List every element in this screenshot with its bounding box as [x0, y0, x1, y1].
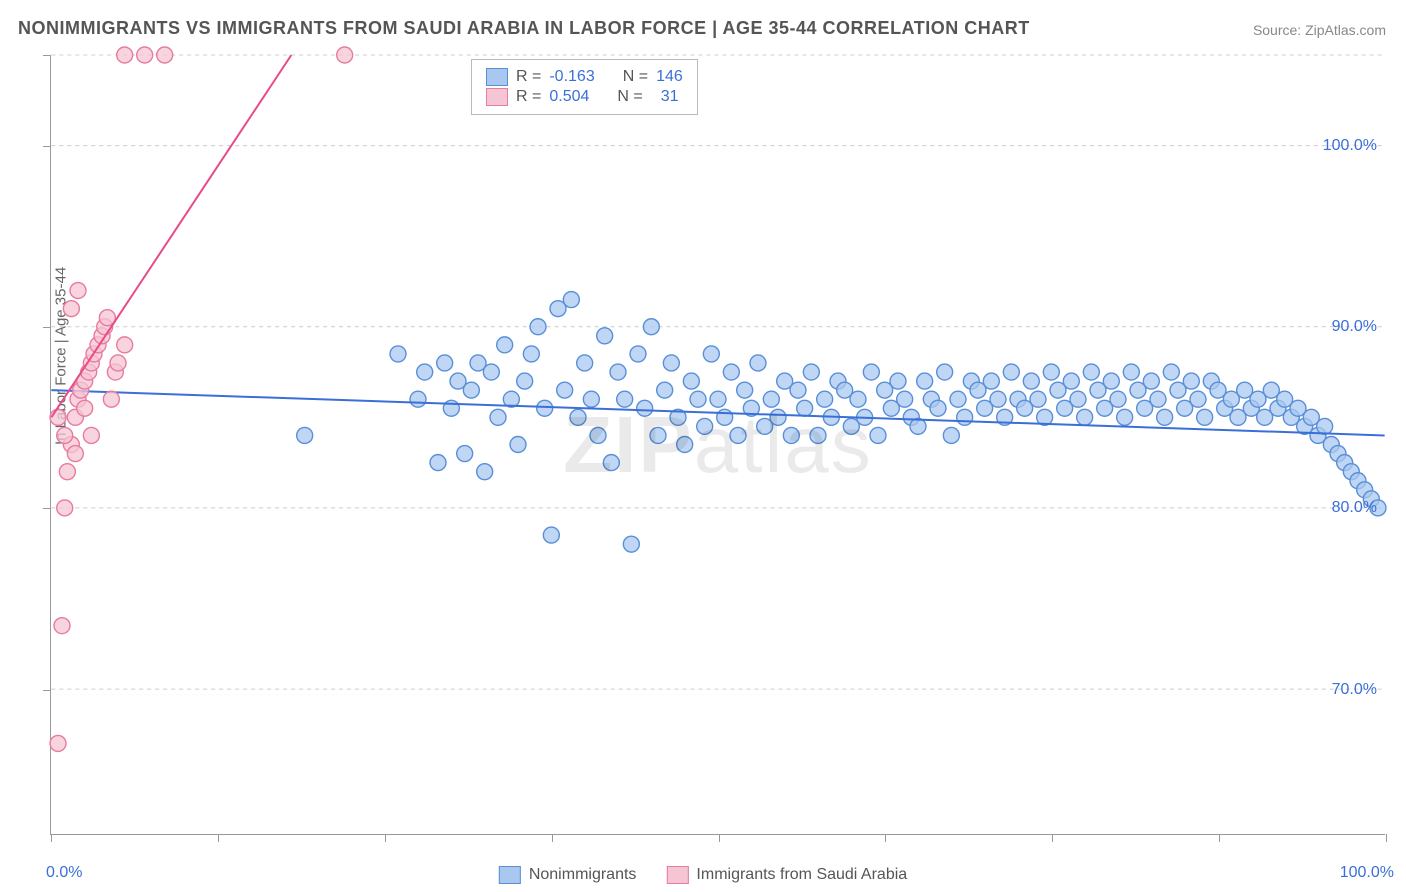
n-label: N =: [623, 68, 648, 86]
stats-row-1: R = -0.163 N = 146: [486, 68, 683, 86]
n-value-2: 31: [651, 88, 679, 106]
stats-legend: R = -0.163 N = 146 R = 0.504 N = 31: [471, 59, 698, 115]
r-label: R =: [516, 68, 541, 86]
legend-swatch-pink: [666, 866, 688, 884]
legend-item-2: Immigrants from Saudi Arabia: [666, 866, 907, 884]
legend-label-2: Immigrants from Saudi Arabia: [696, 866, 907, 884]
y-tick-label: 90.0%: [1332, 318, 1377, 336]
x-tick-100: 100.0%: [1340, 864, 1394, 882]
n-label: N =: [617, 88, 642, 106]
y-tick-label: 100.0%: [1323, 137, 1377, 155]
legend-label-1: Nonimmigrants: [529, 866, 637, 884]
y-tick-label: 80.0%: [1332, 499, 1377, 517]
r-label: R =: [516, 88, 541, 106]
n-value-1: 146: [656, 68, 683, 86]
swatch-pink: [486, 88, 508, 106]
legend-item-1: Nonimmigrants: [499, 866, 637, 884]
bottom-legend: Nonimmigrants Immigrants from Saudi Arab…: [499, 866, 907, 884]
x-tick-0: 0.0%: [46, 864, 82, 882]
r-value-2: 0.504: [549, 88, 589, 106]
chart-svg: [51, 55, 1385, 834]
y-tick-label: 70.0%: [1332, 681, 1377, 699]
chart-title: NONIMMIGRANTS VS IMMIGRANTS FROM SAUDI A…: [18, 18, 1030, 39]
r-value-1: -0.163: [549, 68, 594, 86]
source-attribution: Source: ZipAtlas.com: [1253, 22, 1386, 38]
swatch-blue: [486, 68, 508, 86]
stats-row-2: R = 0.504 N = 31: [486, 88, 683, 106]
plot-area: In Labor Force | Age 35-44 R = -0.163 N …: [50, 55, 1385, 835]
legend-swatch-blue: [499, 866, 521, 884]
